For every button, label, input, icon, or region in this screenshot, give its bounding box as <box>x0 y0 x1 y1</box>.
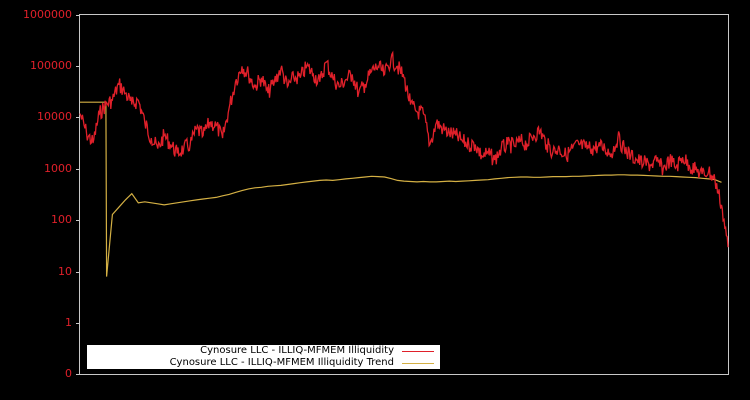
y-tick-label: 10 <box>58 265 72 278</box>
y-tick-label: 10000 <box>37 110 72 123</box>
legend-swatch-red <box>402 350 434 352</box>
y-tick-label: 1 <box>65 316 72 329</box>
legend-item-trend: Cynosure LLC - ILLIQ-MFMEM Illiquidity T… <box>170 357 434 369</box>
y-axis-ticks <box>76 15 80 375</box>
y-tick-label: 1000 <box>44 162 72 175</box>
y-tick-label: 1000000 <box>23 8 72 21</box>
y-tick-label: 100000 <box>30 59 72 72</box>
y-tick-label: 100 <box>51 213 72 226</box>
legend-item-illiquidity: Cynosure LLC - ILLIQ-MFMEM Illiquidity <box>200 345 434 357</box>
illiquidity-line <box>79 50 729 248</box>
legend-label: Cynosure LLC - ILLIQ-MFMEM Illiquidity T… <box>169 357 394 368</box>
chart-legend: Cynosure LLC - ILLIQ-MFMEM Illiquidity C… <box>87 345 440 369</box>
legend-label: Cynosure LLC - ILLIQ-MFMEM Illiquidity <box>200 345 394 356</box>
y-tick-label: 0 <box>65 367 72 380</box>
plot-frame <box>79 14 729 375</box>
legend-swatch-gold <box>402 362 434 364</box>
illiquidity-trend-line <box>80 101 722 277</box>
